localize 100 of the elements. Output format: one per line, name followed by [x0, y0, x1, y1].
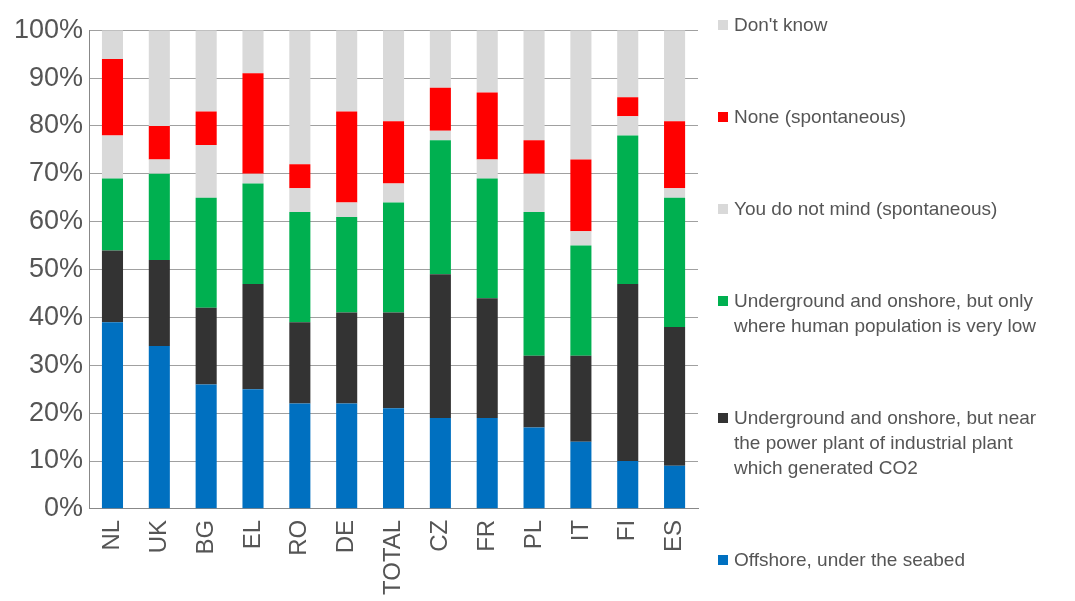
bar	[148, 259, 170, 347]
legend-label: You do not mind (spontaneous)	[734, 197, 998, 221]
y-tick-label: 100%	[13, 13, 84, 44]
y-tick-label: 20%	[29, 396, 84, 427]
bar	[289, 403, 311, 509]
y-tick-label: 40%	[29, 300, 84, 331]
bar	[289, 212, 311, 323]
bar	[476, 92, 498, 160]
bar	[664, 30, 686, 122]
bar	[570, 30, 592, 160]
y-tick-label: 30%	[29, 348, 84, 379]
bar	[195, 307, 217, 385]
bar	[148, 173, 170, 260]
bar	[523, 30, 545, 141]
bar	[242, 73, 264, 174]
bar	[336, 30, 358, 112]
y-tick-label: 70%	[29, 157, 84, 188]
x-tick-label: NL	[97, 519, 125, 551]
bar	[289, 322, 311, 404]
bar	[242, 173, 264, 184]
bar	[570, 441, 592, 509]
bar	[429, 417, 451, 509]
bar	[289, 30, 311, 165]
y-tick-label: 0%	[44, 492, 84, 523]
bar	[101, 135, 124, 179]
bar	[664, 465, 686, 509]
bar	[476, 417, 498, 509]
bar	[429, 87, 451, 131]
bar	[523, 427, 545, 509]
y-tick-label: 10%	[29, 444, 84, 475]
bar	[664, 197, 686, 327]
bar	[195, 384, 217, 509]
bar	[195, 197, 217, 308]
bar	[148, 346, 170, 509]
legend-label: Don't know	[734, 13, 828, 37]
x-tick-label: FR	[471, 519, 499, 552]
bar	[382, 202, 405, 313]
bar	[570, 245, 592, 356]
x-tick-label: IT	[565, 519, 593, 542]
bar	[242, 30, 264, 74]
x-tick-label: TOTAL	[378, 519, 406, 596]
x-tick-label: CZ	[424, 519, 452, 552]
bar	[429, 140, 451, 275]
bar	[617, 116, 639, 136]
bar	[148, 125, 170, 160]
bar	[617, 135, 639, 284]
x-tick-label: ES	[659, 519, 687, 552]
bar	[336, 403, 358, 509]
x-tick-label: UK	[143, 519, 171, 554]
bar	[570, 355, 592, 442]
bar	[101, 322, 124, 509]
y-tick-label: 60%	[29, 205, 84, 236]
bar	[382, 121, 405, 184]
bar	[523, 173, 545, 213]
bar	[336, 312, 358, 404]
x-tick-label: EL	[237, 519, 265, 550]
bar	[336, 216, 358, 313]
bar	[101, 30, 124, 59]
bar	[195, 111, 217, 146]
bar	[476, 30, 498, 93]
x-tick-label: BG	[190, 519, 218, 555]
bar	[664, 121, 686, 189]
bar	[336, 202, 358, 217]
bar	[195, 30, 217, 112]
bar	[382, 408, 405, 509]
x-tick-label: DE	[331, 519, 359, 554]
bar	[242, 283, 264, 390]
y-tick-label: 90%	[29, 61, 84, 92]
legend-label: Underground and onshore, but only where human population is very low	[734, 289, 1038, 338]
legend-label: Offshore, under the seabed	[734, 548, 965, 572]
bar	[476, 298, 498, 418]
bar	[242, 389, 264, 509]
bar	[289, 188, 311, 213]
bar	[382, 30, 405, 122]
bar	[429, 274, 451, 418]
bar	[336, 111, 358, 203]
bar	[476, 159, 498, 179]
bar	[195, 145, 217, 198]
bar	[429, 130, 451, 141]
legend-label: Underground and onshore, but near the power plant of industrial plant which generated CO2	[734, 406, 1038, 480]
bar	[570, 231, 592, 246]
bar	[617, 97, 639, 117]
bar	[101, 250, 124, 323]
bar	[382, 183, 405, 203]
bar	[664, 188, 686, 198]
bar	[148, 30, 170, 126]
bar	[617, 283, 639, 461]
y-tick-label: 80%	[29, 109, 84, 140]
bar	[429, 30, 451, 88]
x-tick-label: RO	[284, 519, 312, 556]
bar	[382, 312, 405, 409]
bar	[148, 159, 170, 174]
bar	[570, 159, 592, 232]
bar	[101, 58, 124, 136]
y-tick-label: 50%	[29, 252, 84, 283]
bar	[523, 140, 545, 174]
x-tick-label: PL	[518, 519, 546, 550]
legend-label: None (spontaneous)	[734, 105, 907, 129]
bar	[101, 178, 124, 251]
bar	[523, 212, 545, 356]
